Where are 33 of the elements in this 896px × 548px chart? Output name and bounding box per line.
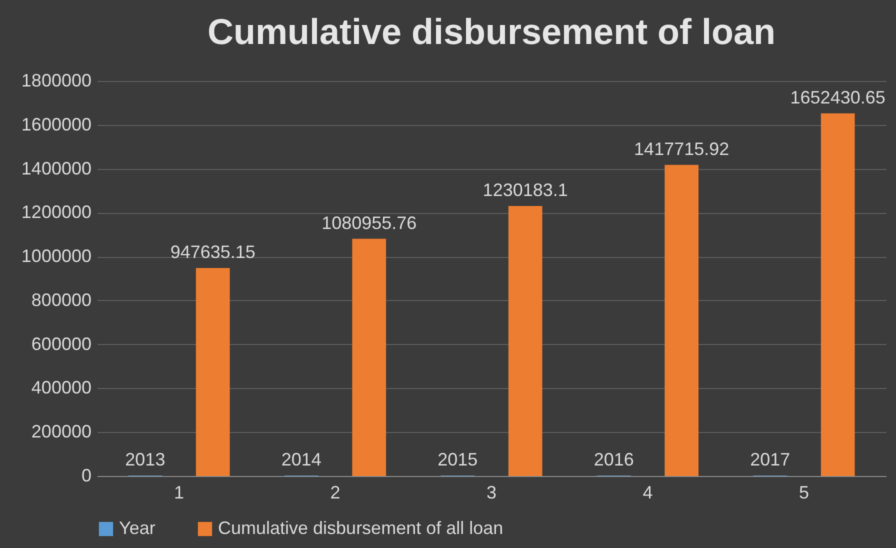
legend-label: Year xyxy=(119,518,156,538)
y-tick-label: 400000 xyxy=(31,378,92,398)
chart-title: Cumulative disbursement of loan xyxy=(207,11,776,52)
legend-label: Cumulative disbursement of all loan xyxy=(218,518,504,538)
y-tick-label: 1000000 xyxy=(21,246,92,266)
data-label: 2015 xyxy=(438,450,478,470)
bar xyxy=(196,268,230,476)
data-label: 947635.15 xyxy=(170,242,256,262)
y-tick-label: 1400000 xyxy=(21,158,92,178)
data-label: 2016 xyxy=(594,450,634,470)
data-label: 1417715.92 xyxy=(634,138,730,159)
x-tick-label: 5 xyxy=(798,482,809,502)
y-tick-label: 200000 xyxy=(31,422,92,442)
data-label: 2014 xyxy=(281,450,322,470)
data-label: 1652430.65 xyxy=(790,87,886,108)
y-tick-label: 1600000 xyxy=(21,114,92,134)
bar xyxy=(352,238,386,476)
data-label: 2017 xyxy=(750,450,790,470)
y-tick-label: 1800000 xyxy=(21,70,92,90)
y-tick-label: 800000 xyxy=(31,290,92,310)
x-tick-label: 1 xyxy=(174,482,184,502)
data-label: 2013 xyxy=(125,450,166,470)
bar xyxy=(508,206,542,476)
bar xyxy=(820,113,855,476)
x-tick-label: 4 xyxy=(642,482,653,502)
x-tick-label: 2 xyxy=(330,482,340,502)
bar xyxy=(664,164,699,476)
y-tick-label: 1200000 xyxy=(21,202,92,222)
y-tick-label: 0 xyxy=(81,466,92,486)
y-tick-label: 600000 xyxy=(31,334,92,354)
data-label: 1080955.76 xyxy=(322,212,417,233)
x-tick-label: 3 xyxy=(486,482,497,502)
data-label: 1230183.1 xyxy=(482,180,568,200)
